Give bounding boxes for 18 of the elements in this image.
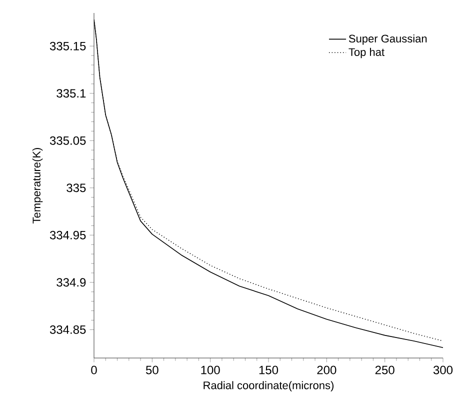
y-tick-label: 334.85 <box>50 325 86 334</box>
y-axis-title: Temperature(K) <box>32 148 43 224</box>
x-tick-label: 100 <box>201 366 220 374</box>
y-tick-label: 334.9 <box>56 278 86 287</box>
x-tick-label: 200 <box>317 366 336 374</box>
legend-label: Top hat <box>348 48 384 58</box>
y-tick-label: 335 <box>66 184 86 192</box>
x-tick-label: 150 <box>259 366 278 374</box>
x-axis-title: Radial coordinate(microns) <box>204 381 334 392</box>
y-tick-label: 335.15 <box>50 42 86 50</box>
y-tick-label: 335.05 <box>50 136 86 145</box>
x-tick-label: 50 <box>146 366 158 374</box>
legend-label: Super Gaussian <box>348 34 427 45</box>
y-tick-label: 335.1 <box>56 89 86 98</box>
y-tick-label: 334.95 <box>50 230 86 240</box>
x-tick-label: 250 <box>375 366 394 374</box>
x-tick-label: 300 <box>433 366 453 374</box>
x-tick-label: 0 <box>91 366 97 374</box>
